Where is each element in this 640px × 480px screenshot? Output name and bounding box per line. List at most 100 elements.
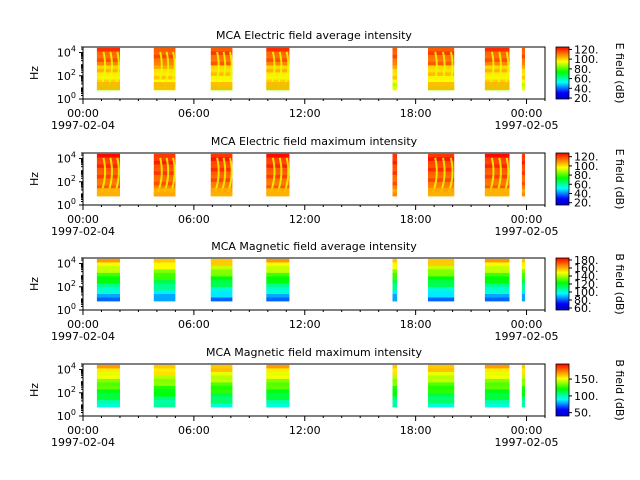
spectrogram-block-1 xyxy=(96,157,120,162)
colorbar-tick-label: 120. xyxy=(574,43,599,56)
colorbar xyxy=(555,363,570,417)
spectrogram-block-7 xyxy=(484,396,510,401)
x-date-label: 1997-02-04 xyxy=(51,119,115,132)
spectrogram-block-7 xyxy=(484,371,510,376)
spectrogram-block-3 xyxy=(210,262,233,267)
spectrogram-block-8 xyxy=(521,403,525,408)
spectrogram-block-7 xyxy=(484,167,510,172)
spectrogram-block-5 xyxy=(392,286,398,291)
spectrogram-block-1 xyxy=(96,47,120,52)
spectrogram-block-8 xyxy=(521,286,525,291)
spectrogram-block-8 xyxy=(521,61,525,66)
spectrogram-area xyxy=(96,47,525,91)
spectrogram-block-4 xyxy=(266,258,290,263)
spectrogram-block-8 xyxy=(521,276,525,281)
spectrogram-block-1 xyxy=(96,171,120,176)
colorbar-tick-label: 60. xyxy=(574,73,592,86)
colorbar-tick-label: 80. xyxy=(574,63,592,76)
spectrogram-block-4 xyxy=(266,47,290,52)
y-tick-label: 102 xyxy=(57,279,76,294)
spectrogram-block-8 xyxy=(521,279,525,284)
spectrogram-block-5 xyxy=(392,276,398,281)
spectrogram-block-6 xyxy=(428,181,455,186)
spectrogram-block-5 xyxy=(392,368,398,373)
spectrogram-block-6 xyxy=(428,75,455,80)
spectrogram-block-2 xyxy=(153,58,176,63)
spectrogram-block-7 xyxy=(484,272,510,277)
spectrogram-block-7 xyxy=(484,61,510,66)
spectrogram-block-3 xyxy=(210,47,233,52)
spectrogram-block-7 xyxy=(484,297,510,302)
x-date-label: 1997-02-04 xyxy=(51,436,115,449)
spectrogram-block-4 xyxy=(266,371,290,376)
spectrogram-block-4 xyxy=(266,385,290,390)
spectrogram-block-6 xyxy=(428,272,455,277)
spectrogram-block-5 xyxy=(392,72,398,77)
spectrogram-block-1 xyxy=(96,54,120,59)
spectrogram-block-8 xyxy=(521,375,525,380)
spectrogram-block-5 xyxy=(392,164,398,169)
spectrogram-block-4 xyxy=(266,79,290,84)
spectrogram-block-7 xyxy=(484,75,510,80)
spectrogram-block-1 xyxy=(96,368,120,373)
spectrogram-block-8 xyxy=(521,382,525,387)
spectrogram-block-4 xyxy=(266,58,290,63)
spectrogram-block-6 xyxy=(428,61,455,66)
spectrogram-block-7 xyxy=(484,178,510,183)
spectrogram-block-7 xyxy=(484,72,510,77)
spectrogram-block-4 xyxy=(266,167,290,172)
spectrogram-block-4 xyxy=(266,375,290,380)
spectrogram-block-4 xyxy=(266,272,290,277)
spectrogram-block-2 xyxy=(153,181,176,186)
colorbar xyxy=(555,257,570,311)
spectrogram-block-5 xyxy=(392,364,398,369)
x-tick-label: 18:00 xyxy=(400,318,432,331)
spectrogram-block-5 xyxy=(392,403,398,408)
spectrogram-block-5 xyxy=(392,371,398,376)
spectrogram-block-6 xyxy=(428,157,455,162)
y-tick-label: 102 xyxy=(57,385,76,400)
colorbar-tick-label: 80. xyxy=(574,169,592,182)
spectrogram-block-1 xyxy=(96,400,120,404)
spectrogram-block-6 xyxy=(428,396,455,401)
spectrogram-block-2 xyxy=(153,382,176,387)
spectrogram-block-6 xyxy=(428,276,455,281)
spectrogram-block-8 xyxy=(521,290,525,295)
spectrogram-block-8 xyxy=(521,400,525,404)
colorbar-label: B field (dB) xyxy=(613,253,626,314)
spectrogram-block-1 xyxy=(96,403,120,408)
spectrogram-block-7 xyxy=(484,164,510,169)
spectrogram-block-2 xyxy=(153,265,176,270)
spectrogram-block-5 xyxy=(392,400,398,404)
spectrogram-block-4 xyxy=(266,368,290,373)
spectrogram-block-7 xyxy=(484,368,510,373)
spectrogram-block-4 xyxy=(266,181,290,186)
spectrogram-block-5 xyxy=(392,75,398,80)
spectrogram-block-4 xyxy=(266,283,290,288)
colorbar-label: B field (dB) xyxy=(613,359,626,420)
spectrogram-block-5 xyxy=(392,378,398,383)
spectrogram-block-8 xyxy=(521,368,525,373)
spectrogram-block-4 xyxy=(266,396,290,401)
spectrogram-block-8 xyxy=(521,167,525,172)
spectrogram-block-3 xyxy=(210,54,233,59)
x-tick-label: 00:00 xyxy=(511,318,543,331)
spectrogram-block-3 xyxy=(210,51,233,56)
spectrogram-block-5 xyxy=(392,157,398,162)
colorbar-tick-label: 100. xyxy=(574,160,599,173)
spectrogram-block-2 xyxy=(153,157,176,162)
spectrogram-block-7 xyxy=(484,157,510,162)
colorbar-tick-label: 100. xyxy=(574,53,599,66)
spectrogram-block-8 xyxy=(521,389,525,394)
spectrogram-block-3 xyxy=(210,58,233,63)
spectrogram-block-2 xyxy=(153,171,176,176)
spectrogram-block-1 xyxy=(96,272,120,277)
spectrogram-block-7 xyxy=(484,181,510,186)
spectrogram-block-2 xyxy=(153,290,176,295)
spectrogram-block-7 xyxy=(484,382,510,387)
spectrogram-block-2 xyxy=(153,61,176,66)
spectrogram-block-8 xyxy=(521,86,525,91)
plot-frame xyxy=(82,257,546,311)
x-tick-label: 18:00 xyxy=(400,107,432,120)
spectrogram-block-1 xyxy=(96,290,120,295)
